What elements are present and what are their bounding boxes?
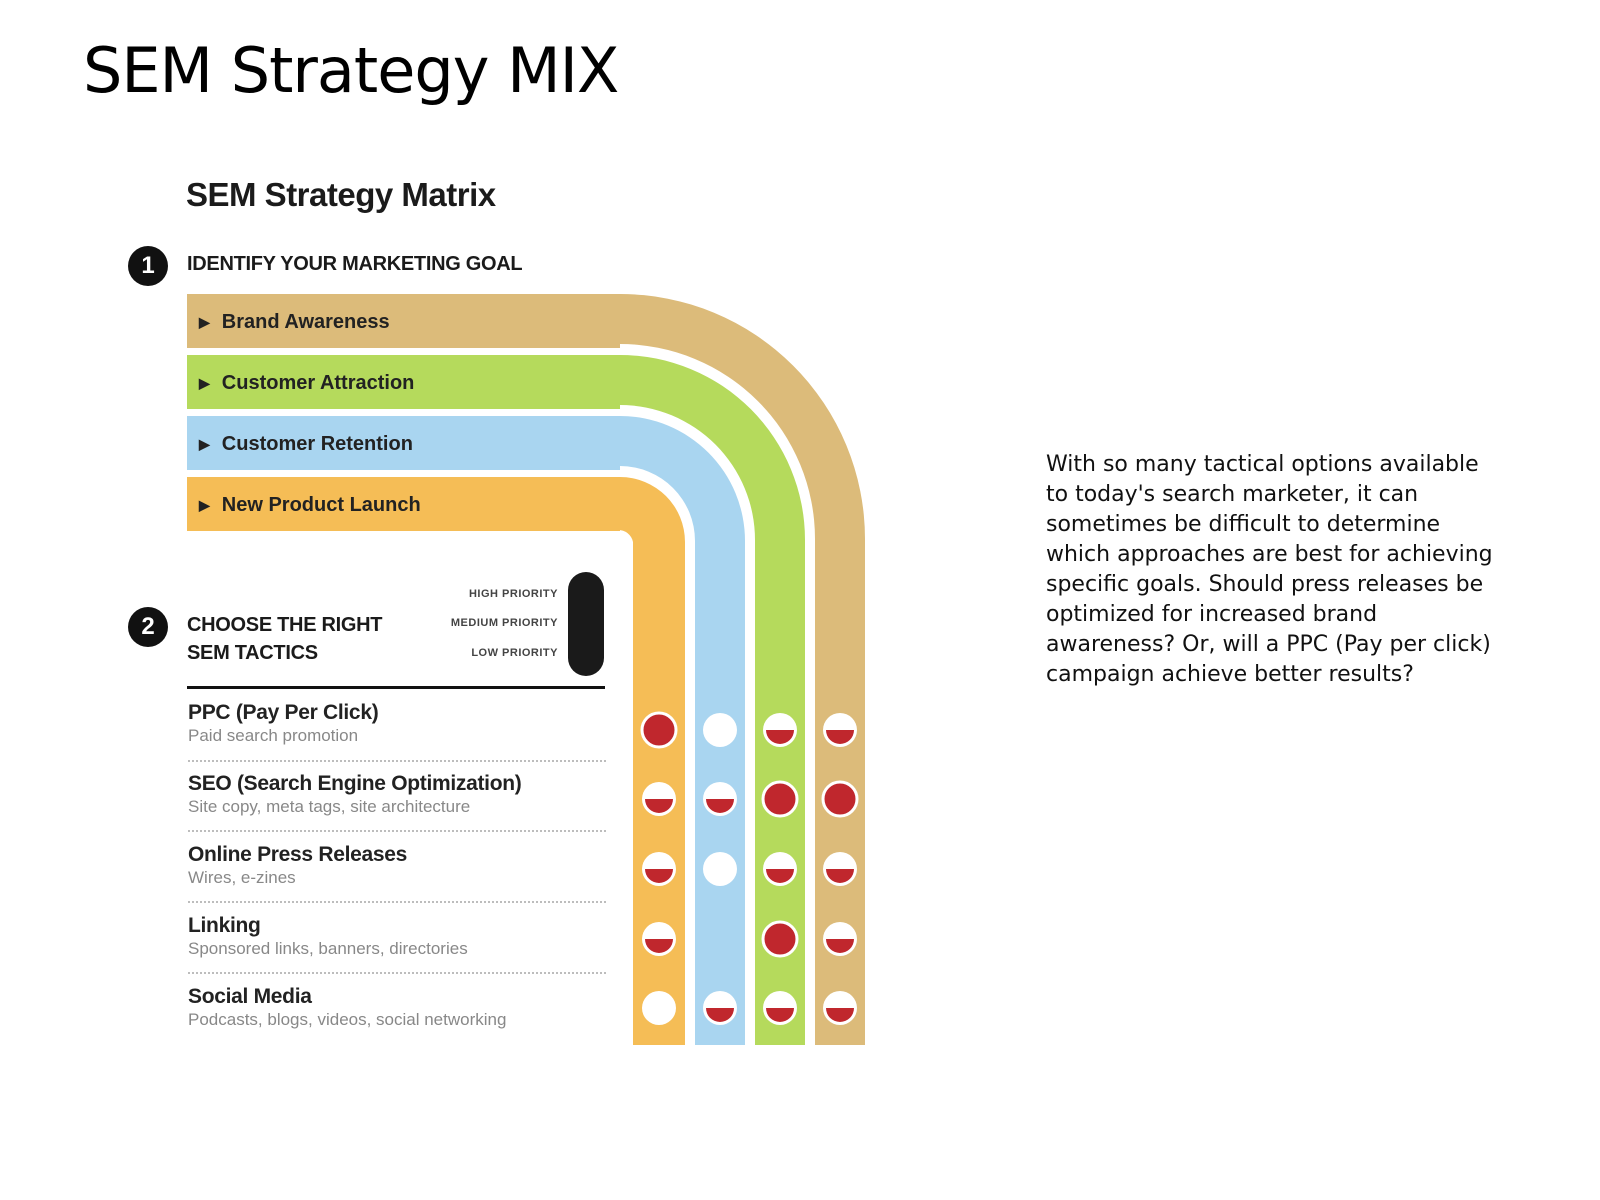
band-new-product-launch bbox=[187, 477, 685, 1045]
priority-dot-ppc-customer-retention bbox=[703, 713, 737, 747]
priority-dot-online-customer-attraction bbox=[763, 852, 797, 886]
priority-dot-seo-brand-awareness bbox=[821, 780, 859, 818]
step-2-label-line1: CHOOSE THE RIGHT bbox=[187, 614, 383, 636]
priority-dot-social-new-product-launch bbox=[642, 991, 676, 1025]
row-divider bbox=[188, 972, 606, 974]
step-2-label: CHOOSE THE RIGHT SEM TACTICS bbox=[187, 611, 383, 667]
priority-dot-social-customer-attraction bbox=[763, 991, 797, 1025]
row-divider bbox=[188, 760, 606, 762]
step-1-badge: 1 bbox=[128, 246, 168, 286]
priority-dot-linking-customer-attraction bbox=[761, 920, 799, 958]
play-arrow-icon: ▶ bbox=[199, 374, 210, 391]
priority-legend-pill bbox=[568, 572, 604, 676]
tactic-linking: Linking Sponsored links, banners, direct… bbox=[188, 914, 608, 959]
priority-dot-online-brand-awareness bbox=[823, 852, 857, 886]
tactic-social-media: Social Media Podcasts, blogs, videos, so… bbox=[188, 985, 608, 1030]
slide-title: SEM Strategy MIX bbox=[83, 34, 619, 107]
tactic-name: Online Press Releases bbox=[188, 843, 407, 866]
priority-dot-seo-customer-retention bbox=[703, 782, 737, 816]
priority-dot-online-new-product-launch bbox=[642, 852, 676, 886]
step-2-badge: 2 bbox=[128, 607, 168, 647]
goal-label: New Product Launch bbox=[221, 493, 421, 516]
tactic-description: Sponsored links, banners, directories bbox=[188, 939, 468, 958]
tactic-name: Social Media bbox=[188, 985, 312, 1008]
goal-label: Customer Retention bbox=[221, 432, 413, 455]
tactic-description: Paid search promotion bbox=[188, 726, 359, 745]
goal-label: Brand Awareness bbox=[221, 310, 390, 333]
tactics-header-rule bbox=[187, 686, 605, 689]
tactic-seo: SEO (Search Engine Optimization) Site co… bbox=[188, 772, 608, 817]
priority-dots bbox=[640, 711, 859, 1025]
tactic-name: Linking bbox=[188, 914, 261, 937]
band-customer-attraction bbox=[187, 355, 805, 1045]
tactic-ppc: PPC (Pay Per Click) Paid search promotio… bbox=[188, 701, 608, 746]
goal-new-product-launch[interactable]: ▶ New Product Launch bbox=[187, 479, 620, 531]
legend-low-priority: LOW PRIORITY bbox=[471, 647, 558, 659]
step-1-label: IDENTIFY YOUR MARKETING GOAL bbox=[187, 253, 523, 275]
priority-dot-seo-customer-attraction bbox=[761, 780, 799, 818]
description-text: With so many tactical options available … bbox=[1046, 452, 1493, 687]
matrix-heading: SEM Strategy Matrix bbox=[186, 176, 496, 213]
goal-customer-attraction[interactable]: ▶ Customer Attraction bbox=[187, 357, 620, 409]
tactic-name: SEO (Search Engine Optimization) bbox=[188, 772, 522, 795]
tactic-description: Wires, e-zines bbox=[188, 868, 296, 887]
priority-dot-social-brand-awareness bbox=[823, 991, 857, 1025]
band-customer-retention bbox=[187, 416, 745, 1045]
goal-customer-retention[interactable]: ▶ Customer Retention bbox=[187, 418, 620, 470]
play-arrow-icon: ▶ bbox=[199, 313, 210, 330]
tactic-online-press-releases: Online Press Releases Wires, e-zines bbox=[188, 843, 608, 888]
priority-dot-linking-new-product-launch bbox=[642, 922, 676, 956]
play-arrow-icon: ▶ bbox=[199, 435, 210, 452]
tactic-name: PPC (Pay Per Click) bbox=[188, 701, 379, 724]
priority-dot-ppc-customer-attraction bbox=[763, 713, 797, 747]
priority-dot-social-customer-retention bbox=[703, 991, 737, 1025]
step-2-label-line2: SEM TACTICS bbox=[187, 642, 318, 664]
legend-high-priority: HIGH PRIORITY bbox=[468, 588, 558, 600]
legend-medium-priority: MEDIUM PRIORITY bbox=[450, 617, 558, 629]
row-divider bbox=[188, 830, 606, 832]
priority-dot-online-customer-retention bbox=[703, 852, 737, 886]
priority-dot-seo-new-product-launch bbox=[642, 782, 676, 816]
play-arrow-icon: ▶ bbox=[199, 496, 210, 513]
tactic-description: Site copy, meta tags, site architecture bbox=[188, 797, 471, 816]
goal-brand-awareness[interactable]: ▶ Brand Awareness bbox=[187, 296, 620, 348]
priority-dot-ppc-new-product-launch bbox=[640, 711, 678, 749]
priority-dot-linking-brand-awareness bbox=[823, 922, 857, 956]
priority-dot-ppc-brand-awareness bbox=[823, 713, 857, 747]
goal-label: Customer Attraction bbox=[221, 371, 415, 394]
row-divider bbox=[188, 901, 606, 903]
tactic-description: Podcasts, blogs, videos, social networki… bbox=[188, 1010, 507, 1029]
